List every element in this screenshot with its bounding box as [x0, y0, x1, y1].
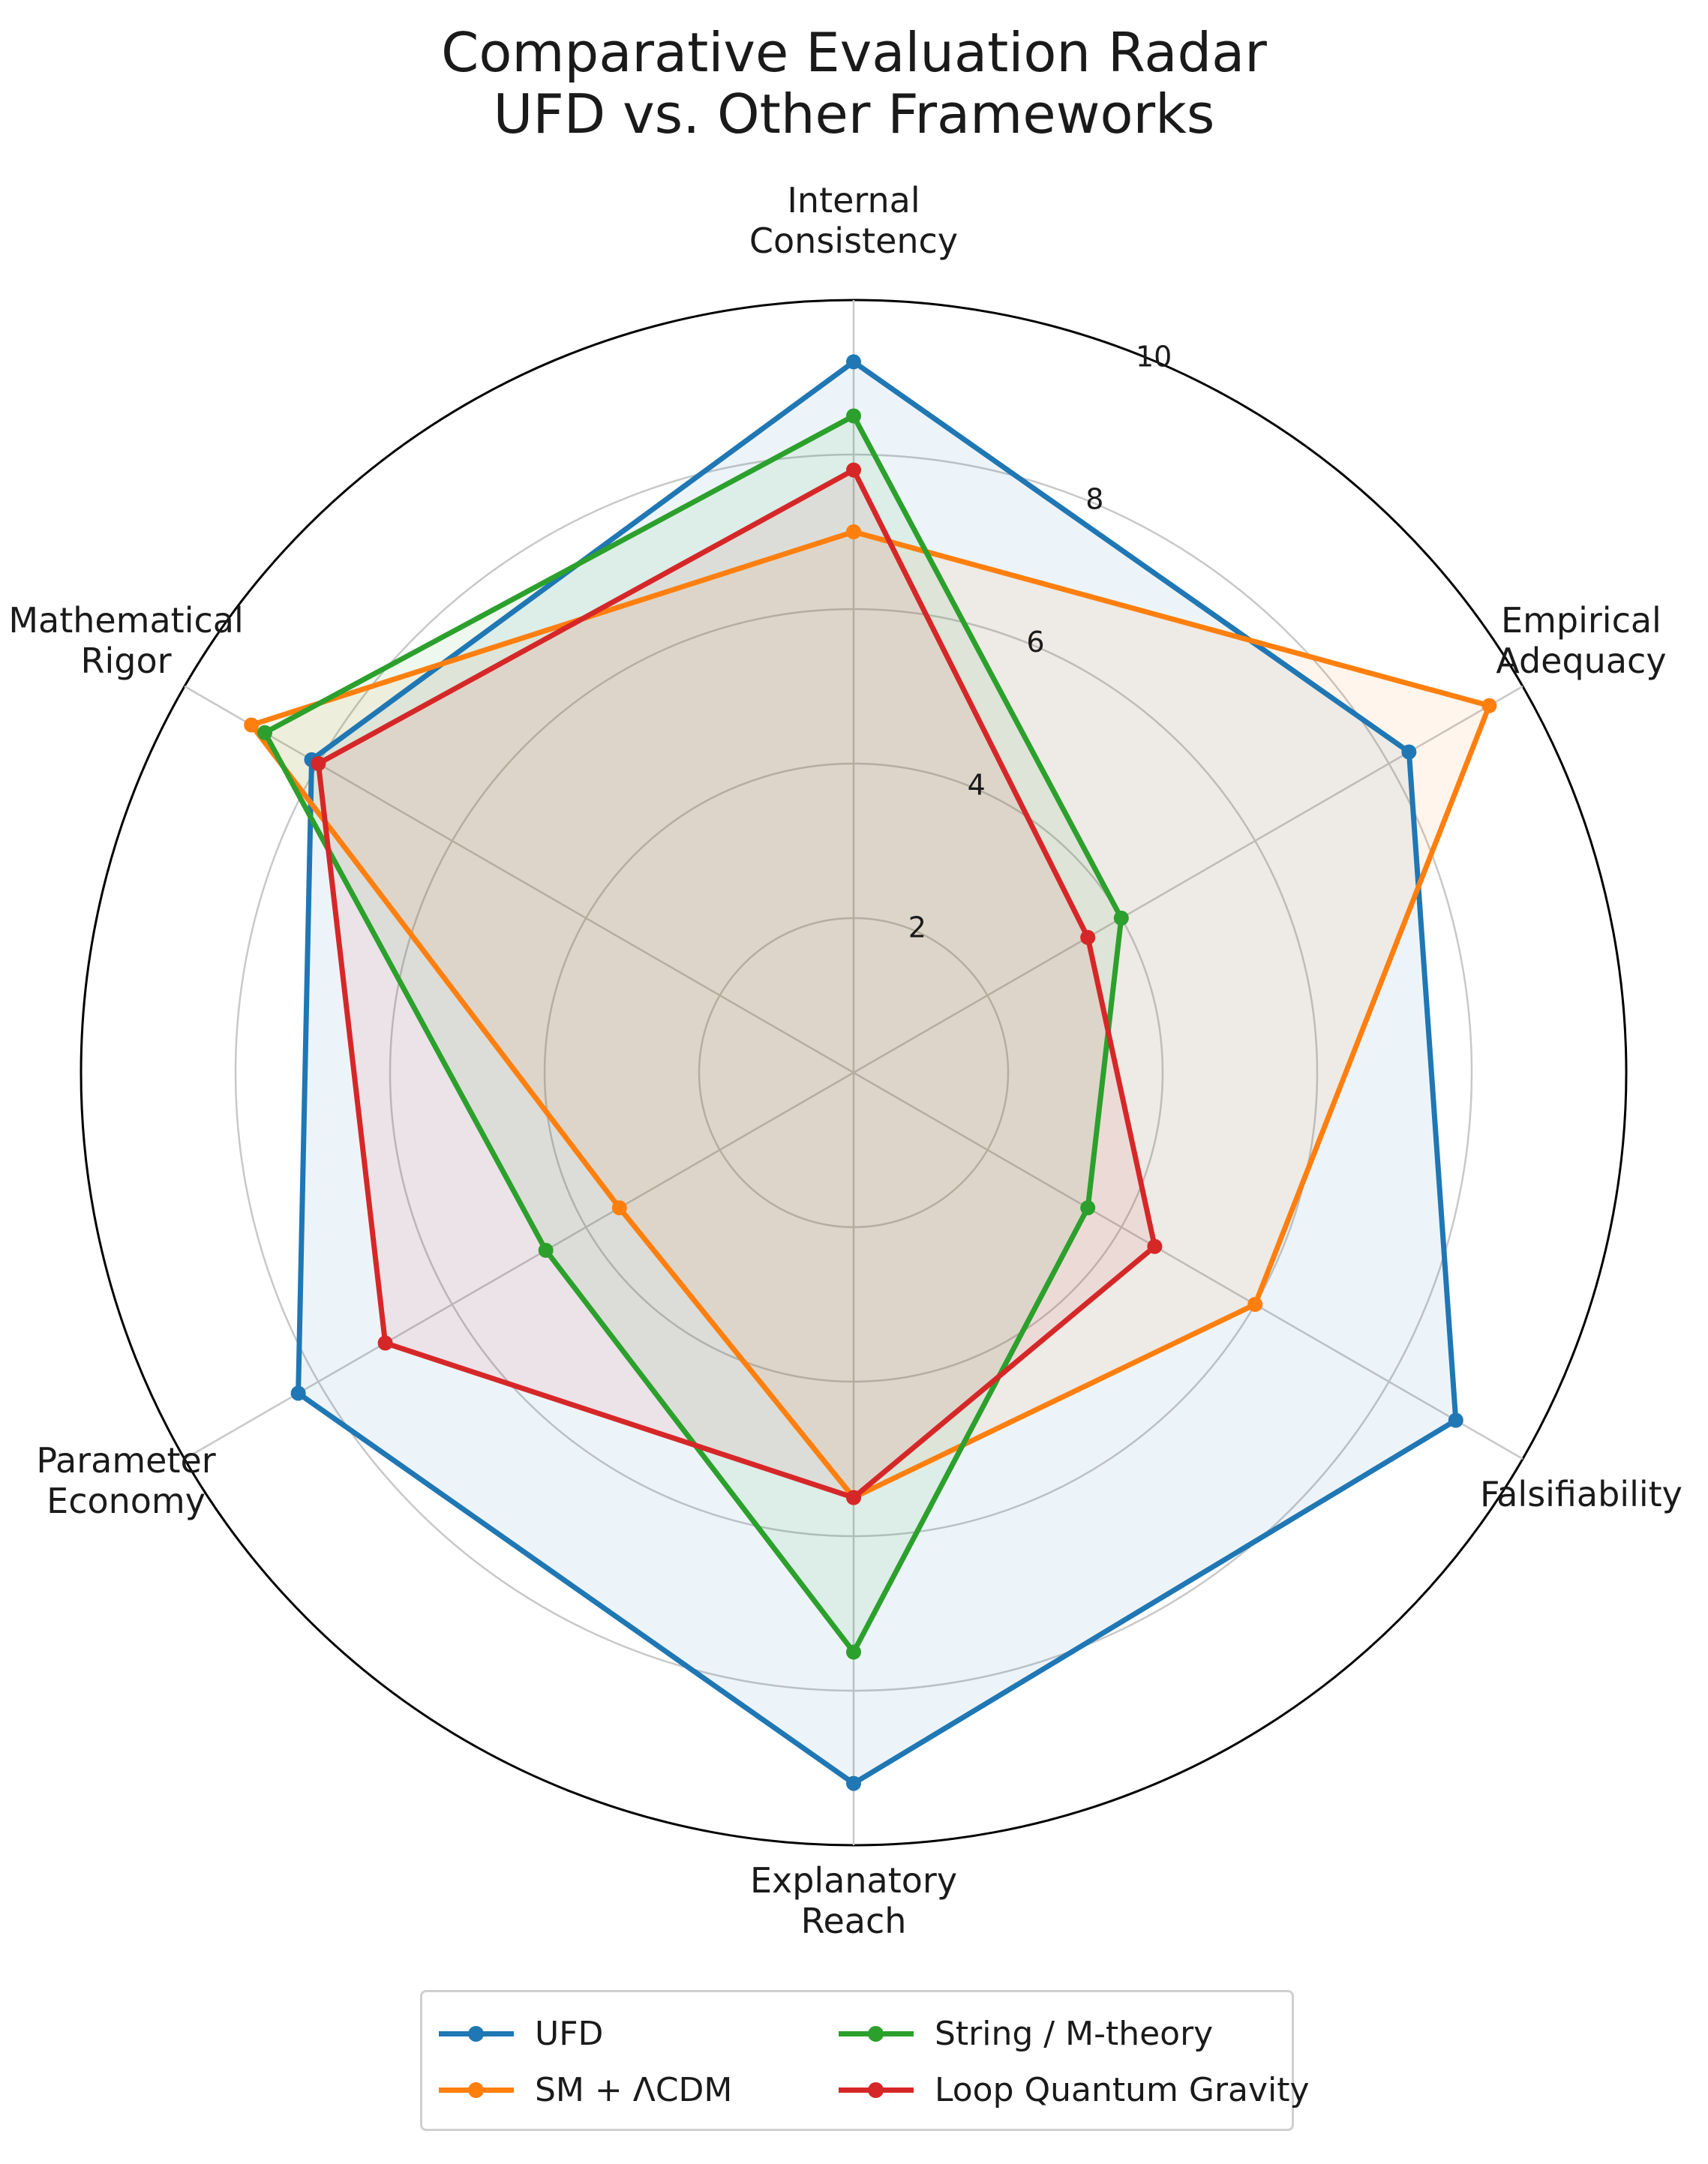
legend-swatch-ufd [439, 2018, 514, 2048]
point-string-m-theory-explanatory [846, 1644, 861, 1660]
point-loop-quantum-gravity-mathematical [311, 756, 326, 771]
point-sm-cdm-falsifiability [1247, 1297, 1263, 1312]
legend-swatch-sm-lcdm [439, 2075, 514, 2105]
point-loop-quantum-gravity-parameter [377, 1335, 393, 1351]
legend-item-string-m-theory: String / M-theory [839, 2011, 1213, 2056]
r-tick-label-4: 4 [968, 768, 986, 801]
legend-label-sm-lcdm: SM + ΛCDM [535, 2070, 733, 2109]
point-sm-cdm-internal [846, 524, 861, 539]
axis-label-internal-line-2: Consistency [749, 221, 958, 261]
axis-label-mathematical-line-1: Mathematical [8, 600, 243, 641]
axis-label-internal-line-1: Internal [787, 180, 920, 221]
point-string-m-theory-parameter [538, 1242, 554, 1258]
axis-label-parameter-line-1: Parameter [36, 1440, 215, 1481]
point-ufd-parameter [290, 1385, 306, 1401]
point-string-m-theory-internal [846, 408, 861, 424]
axis-label-parameter-line-2: Economy [47, 1481, 206, 1521]
legend-label-loop-quantum-gravity: Loop Quantum Gravity [935, 2070, 1310, 2109]
spoke-mathematical [184, 685, 854, 1074]
r-tick-label-10: 10 [1136, 340, 1172, 373]
axis-label-falsifiability-line-1: Falsifiability [1480, 1474, 1682, 1514]
legend-item-ufd: UFD [439, 2011, 603, 2056]
point-string-m-theory-empirical [1113, 911, 1129, 926]
series-fill-string-m-theory [265, 416, 1121, 1652]
legend-marker-string-m-theory [868, 2026, 884, 2042]
r-tick-label-6: 6 [1026, 626, 1044, 659]
series-fill-loop-quantum-gravity [318, 470, 1155, 1498]
axis-label-empirical-line-2: Adequacy [1496, 641, 1666, 681]
point-loop-quantum-gravity-empirical [1080, 929, 1096, 945]
point-ufd-internal [846, 354, 861, 370]
point-loop-quantum-gravity-explanatory [846, 1490, 861, 1505]
axis-label-empirical-line-1: Empirical [1501, 600, 1661, 641]
point-ufd-empirical [1401, 744, 1417, 760]
legend-item-sm-lcdm: SM + ΛCDM [439, 2067, 732, 2112]
point-string-m-theory-falsifiability [1080, 1200, 1096, 1216]
legend-label-ufd: UFD [535, 2014, 604, 2053]
legend-marker-ufd [468, 2026, 484, 2042]
legend-swatch-string-m-theory [839, 2018, 914, 2048]
point-ufd-falsifiability [1448, 1412, 1463, 1428]
series-fill-ufd [298, 362, 1456, 1784]
series-line-layer [244, 354, 1497, 1791]
series-fill-sm-cdm [251, 532, 1490, 1498]
chart-title-line-1: Comparative Evaluation Radar [441, 21, 1267, 84]
legend-marker-sm-lcdm [468, 2082, 484, 2098]
point-loop-quantum-gravity-falsifiability [1147, 1238, 1163, 1254]
r-tick-label-8: 8 [1085, 483, 1103, 516]
axis-label-explanatory-line-1: Explanatory [750, 1860, 957, 1901]
axis-label-explanatory-line-2: Reach [801, 1901, 907, 1941]
legend-label-string-m-theory: String / M-theory [935, 2014, 1214, 2053]
chart-title-line-2: UFD vs. Other Frameworks [493, 83, 1215, 146]
point-sm-cdm-parameter [611, 1200, 627, 1216]
legend-swatch-loop-quantum-gravity [839, 2075, 914, 2105]
spoke-falsifiability [853, 1071, 1523, 1460]
axis-label-mathematical-line-2: Rigor [81, 641, 172, 681]
point-sm-cdm-mathematical [244, 717, 260, 733]
legend: UFD SM + ΛCDM String / M-theory Loop Qua… [420, 1990, 1310, 2131]
point-sm-cdm-empirical [1481, 698, 1497, 713]
legend-marker-loop-quantum-gravity [868, 2082, 884, 2098]
legend-item-loop-quantum-gravity: Loop Quantum Gravity [839, 2067, 1310, 2112]
series-fill-layer [251, 362, 1490, 1784]
point-loop-quantum-gravity-internal [846, 462, 861, 478]
point-ufd-explanatory [846, 1775, 861, 1791]
axis-label-falsifiability: Falsifiability [1480, 1474, 1682, 1514]
point-string-m-theory-mathematical [257, 725, 273, 740]
r-tick-label-2: 2 [908, 911, 926, 944]
